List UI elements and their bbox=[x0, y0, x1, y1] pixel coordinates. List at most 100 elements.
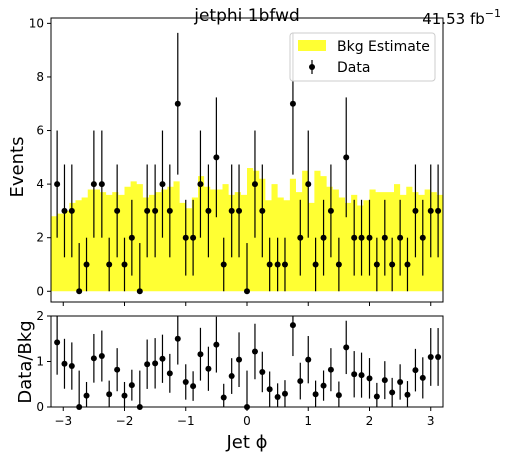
main-y-axis-label: Events bbox=[7, 137, 28, 198]
ratio-point bbox=[305, 336, 312, 384]
data-marker bbox=[90, 181, 97, 188]
ratio-marker bbox=[190, 383, 197, 390]
data-point bbox=[128, 199, 135, 276]
ratio-marker bbox=[389, 389, 396, 396]
x-tick-label: 1 bbox=[304, 414, 312, 428]
ratio-point bbox=[251, 323, 258, 380]
ratio-marker bbox=[68, 363, 75, 370]
data-marker bbox=[351, 234, 358, 241]
data-marker bbox=[251, 181, 258, 188]
ratio-point bbox=[83, 381, 90, 407]
ratio-point bbox=[121, 381, 128, 407]
data-marker bbox=[435, 207, 442, 214]
data-point bbox=[397, 199, 404, 276]
ratio-point bbox=[366, 358, 373, 399]
ratio-point bbox=[404, 381, 411, 407]
x-tick-label: 3 bbox=[427, 414, 435, 428]
ratio-marker bbox=[228, 373, 235, 380]
ratio-marker bbox=[343, 344, 350, 351]
ratio-point bbox=[289, 316, 296, 357]
data-marker bbox=[274, 261, 281, 268]
data-marker bbox=[259, 207, 266, 214]
main-panel: 0 2 4 6 8 10 jetphi 1bfwd 41.53 fb−1 Events B… bbox=[7, 6, 501, 306]
data-point bbox=[152, 164, 159, 258]
data-marker bbox=[389, 261, 396, 268]
ratio-point bbox=[128, 369, 135, 401]
ratio-point bbox=[98, 330, 105, 382]
ratio-marker bbox=[98, 353, 105, 360]
data-marker bbox=[68, 207, 75, 214]
data-marker bbox=[381, 234, 388, 241]
ratio-marker bbox=[259, 368, 266, 375]
ratio-point bbox=[389, 377, 396, 407]
data-marker bbox=[83, 261, 90, 268]
ratio-point bbox=[274, 383, 281, 407]
ratio-point bbox=[343, 320, 350, 375]
data-point bbox=[236, 164, 243, 258]
data-marker bbox=[419, 234, 426, 241]
data-marker bbox=[373, 261, 380, 268]
data-point bbox=[427, 164, 434, 258]
lumi-value: 41.53 fb bbox=[422, 10, 485, 28]
data-marker bbox=[358, 234, 365, 241]
ratio-y-tick-label: 0 bbox=[36, 400, 44, 414]
ratio-marker bbox=[251, 348, 258, 355]
y-tick-label: 10 bbox=[29, 16, 44, 30]
data-marker bbox=[366, 234, 373, 241]
data-marker bbox=[174, 100, 181, 107]
ratio-point bbox=[68, 342, 75, 390]
ratio-point bbox=[412, 348, 419, 392]
ratio-marker bbox=[182, 378, 189, 385]
y-tick-label: 8 bbox=[36, 70, 44, 84]
ratio-point bbox=[427, 328, 434, 386]
ratio-marker bbox=[404, 391, 411, 398]
data-marker bbox=[236, 207, 243, 214]
data-marker bbox=[213, 154, 220, 161]
y-tick-label: 2 bbox=[36, 231, 44, 245]
ratio-marker bbox=[266, 386, 273, 393]
ratio-marker bbox=[327, 366, 334, 373]
ratio-point bbox=[190, 371, 197, 401]
ratio-point bbox=[182, 364, 189, 400]
data-point bbox=[419, 199, 426, 276]
ratio-marker bbox=[236, 356, 243, 363]
ratio-point bbox=[327, 348, 334, 392]
ratio-point bbox=[397, 364, 404, 400]
ratio-y-axis-label: Data/Bkg bbox=[15, 320, 36, 403]
data-point bbox=[281, 237, 288, 292]
ratio-marker bbox=[159, 355, 166, 362]
data-point bbox=[404, 237, 411, 292]
data-marker bbox=[128, 234, 135, 241]
data-marker bbox=[220, 261, 227, 268]
data-point bbox=[351, 199, 358, 276]
data-marker bbox=[297, 234, 304, 241]
data-marker bbox=[114, 207, 121, 214]
data-point bbox=[121, 237, 128, 292]
bkg-histogram-area bbox=[51, 168, 443, 292]
data-point bbox=[381, 199, 388, 276]
data-marker bbox=[404, 261, 411, 268]
data-point bbox=[106, 237, 113, 292]
ratio-y-tick-label: 2 bbox=[36, 309, 44, 323]
data-point bbox=[220, 237, 227, 292]
data-point bbox=[259, 164, 266, 258]
data-point bbox=[159, 130, 166, 238]
data-point bbox=[144, 164, 151, 258]
ratio-point bbox=[220, 383, 227, 407]
ratio-point bbox=[373, 382, 380, 407]
data-point bbox=[182, 199, 189, 276]
data-point bbox=[61, 164, 68, 258]
x-tick-label: 0 bbox=[243, 414, 251, 428]
ratio-x-ticks: −3 −2 −1 0 1 2 3 bbox=[54, 407, 435, 428]
data-marker bbox=[312, 261, 319, 268]
data-point bbox=[166, 164, 173, 258]
ratio-marker bbox=[121, 392, 128, 399]
ratio-marker bbox=[289, 322, 296, 329]
data-marker bbox=[335, 261, 342, 268]
ratio-point bbox=[320, 370, 327, 401]
data-point bbox=[358, 199, 365, 276]
data-point bbox=[327, 164, 334, 258]
x-tick-label: 2 bbox=[366, 414, 374, 428]
lumi-label: 41.53 fb−1 bbox=[422, 7, 501, 28]
